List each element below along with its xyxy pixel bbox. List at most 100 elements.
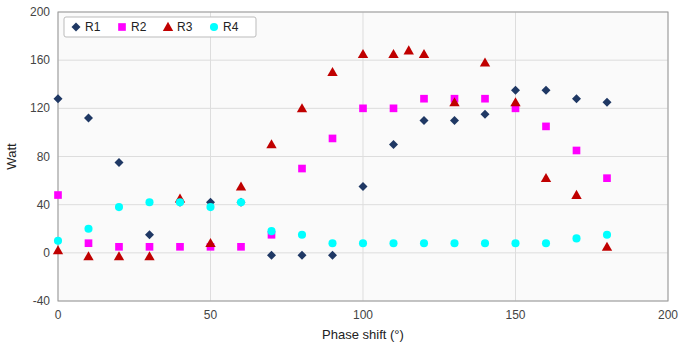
ticks: -4004080120160200050100150200 bbox=[30, 5, 678, 322]
point bbox=[267, 251, 276, 260]
x-tick-label: 150 bbox=[505, 308, 525, 322]
legend-box bbox=[64, 17, 256, 37]
point bbox=[481, 95, 489, 103]
point bbox=[115, 158, 124, 167]
grid-line bbox=[515, 12, 516, 301]
point bbox=[359, 105, 367, 113]
point bbox=[298, 231, 306, 239]
y-tick-label: 200 bbox=[30, 5, 50, 19]
point bbox=[359, 239, 367, 247]
point bbox=[146, 243, 154, 251]
x-axis-label: Phase shift (°) bbox=[322, 327, 404, 342]
y-tick-label: 0 bbox=[43, 246, 50, 260]
point bbox=[404, 45, 414, 54]
point bbox=[328, 251, 337, 260]
point bbox=[390, 105, 398, 113]
point bbox=[83, 251, 93, 260]
point bbox=[145, 198, 153, 206]
legend-label: R1 bbox=[85, 20, 101, 34]
point bbox=[145, 230, 154, 239]
legend-label: R3 bbox=[177, 20, 193, 34]
point bbox=[602, 242, 612, 251]
point bbox=[176, 198, 184, 206]
point bbox=[542, 239, 550, 247]
legend-marker bbox=[72, 23, 81, 32]
series bbox=[54, 95, 611, 251]
point bbox=[115, 203, 123, 211]
point bbox=[327, 67, 337, 76]
point bbox=[450, 116, 459, 125]
legend-marker bbox=[118, 23, 126, 31]
point bbox=[236, 181, 246, 190]
points bbox=[53, 45, 612, 260]
plot-frame bbox=[58, 12, 668, 301]
point bbox=[450, 239, 458, 247]
point bbox=[510, 97, 520, 106]
point bbox=[328, 239, 336, 247]
plot-area bbox=[58, 12, 668, 301]
point bbox=[298, 251, 307, 260]
y-tick-label: -40 bbox=[33, 294, 51, 308]
point bbox=[297, 103, 307, 112]
y-tick-label: 40 bbox=[37, 198, 51, 212]
legend: R1R2R3R4 bbox=[64, 17, 256, 37]
grid bbox=[58, 12, 668, 301]
point bbox=[389, 140, 398, 149]
point bbox=[573, 147, 581, 155]
y-axis-label: Watt bbox=[4, 143, 19, 170]
point bbox=[266, 139, 276, 148]
point bbox=[420, 95, 428, 103]
point bbox=[358, 49, 368, 58]
point bbox=[449, 97, 459, 106]
point bbox=[572, 94, 581, 103]
legend-marker bbox=[210, 23, 218, 31]
point bbox=[359, 182, 368, 191]
grid-line bbox=[210, 12, 211, 301]
y-tick-label: 120 bbox=[30, 101, 50, 115]
point bbox=[481, 239, 489, 247]
point bbox=[603, 174, 611, 182]
point bbox=[511, 239, 519, 247]
legend-label: R2 bbox=[131, 20, 147, 34]
point bbox=[237, 243, 245, 251]
point bbox=[205, 238, 215, 247]
point bbox=[388, 49, 398, 58]
point bbox=[84, 225, 92, 233]
point bbox=[206, 203, 214, 211]
point bbox=[54, 191, 62, 199]
point bbox=[237, 198, 245, 206]
point bbox=[114, 251, 124, 260]
point bbox=[603, 98, 612, 107]
series bbox=[53, 45, 612, 260]
point bbox=[53, 245, 63, 254]
x-tick-label: 100 bbox=[353, 308, 373, 322]
point bbox=[420, 239, 428, 247]
point bbox=[511, 86, 520, 95]
point bbox=[571, 190, 581, 199]
point bbox=[542, 86, 551, 95]
point bbox=[54, 94, 63, 103]
point bbox=[85, 239, 93, 247]
point bbox=[572, 234, 580, 242]
point bbox=[115, 243, 123, 251]
point bbox=[541, 173, 551, 182]
point bbox=[480, 57, 490, 66]
point bbox=[84, 113, 93, 122]
y-tick-label: 80 bbox=[37, 150, 51, 164]
x-tick-label: 200 bbox=[658, 308, 678, 322]
legend-marker bbox=[163, 22, 173, 31]
y-tick-label: 160 bbox=[30, 53, 50, 67]
x-tick-label: 0 bbox=[55, 308, 62, 322]
point bbox=[603, 231, 611, 239]
point bbox=[144, 251, 154, 260]
point bbox=[267, 227, 275, 235]
series bbox=[54, 86, 612, 260]
point bbox=[481, 110, 490, 119]
point bbox=[329, 135, 337, 143]
point bbox=[420, 116, 429, 125]
point bbox=[237, 198, 246, 207]
point bbox=[54, 237, 62, 245]
point bbox=[542, 123, 550, 131]
chart: -4004080120160200050100150200Phase shift… bbox=[0, 0, 686, 349]
point bbox=[176, 243, 184, 251]
